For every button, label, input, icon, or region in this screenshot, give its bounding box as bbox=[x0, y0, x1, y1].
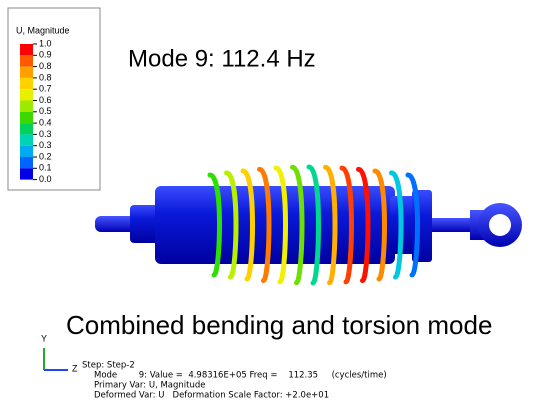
legend-swatch bbox=[20, 78, 33, 89]
caption: Combined bending and torsion mode bbox=[66, 310, 492, 340]
cylinder bbox=[155, 186, 395, 264]
legend-label: 0.3 bbox=[39, 129, 52, 139]
legend-label: 0.1 bbox=[39, 163, 52, 173]
mode-title: Mode 9: 112.4 Hz bbox=[128, 45, 316, 72]
legend-label: 0.3 bbox=[39, 140, 52, 150]
info-line: Deformed Var: U Deformation Scale Factor… bbox=[94, 391, 329, 401]
triad-z-label: Z bbox=[72, 363, 78, 373]
info-line: Step: Step-2 bbox=[82, 361, 135, 371]
legend-label: 0.7 bbox=[39, 84, 52, 94]
legend-swatch bbox=[20, 112, 33, 123]
legend-swatch bbox=[20, 55, 33, 66]
legend-swatch bbox=[20, 123, 33, 134]
viewport: U, Magnitude 1.00.90.80.80.70.60.50.40.3… bbox=[0, 0, 555, 405]
legend-swatch bbox=[20, 157, 33, 168]
eye-hole bbox=[489, 214, 511, 236]
legend-swatch bbox=[20, 146, 33, 157]
legend-swatch bbox=[20, 89, 33, 100]
triad-y-label: Y bbox=[41, 333, 47, 343]
legend-label: 0.0 bbox=[39, 174, 52, 184]
shock-absorber bbox=[95, 167, 522, 283]
legend-label: 0.9 bbox=[39, 50, 52, 60]
legend-label: 0.4 bbox=[39, 117, 52, 127]
legend-swatch bbox=[20, 101, 33, 112]
legend-swatch bbox=[20, 44, 33, 55]
legend-title: U, Magnitude bbox=[16, 25, 70, 35]
page: {"legend": {"title": "U, Magnitude", "la… bbox=[0, 0, 555, 405]
legend-label: 0.2 bbox=[39, 151, 52, 161]
legend-label: 0.8 bbox=[39, 61, 52, 71]
legend-label: 0.8 bbox=[39, 72, 52, 82]
legend-label: 0.6 bbox=[39, 95, 52, 105]
legend-label: 1.0 bbox=[39, 38, 52, 48]
legend-label: 0.5 bbox=[39, 106, 52, 116]
info-line: Mode 9: Value = 4.98316E+05 Freq = 112.3… bbox=[94, 371, 387, 381]
info-line: Primary Var: U, Magnitude bbox=[94, 381, 205, 391]
legend-swatch bbox=[20, 67, 33, 78]
legend-swatch bbox=[20, 168, 33, 179]
legend-swatch bbox=[20, 134, 33, 145]
